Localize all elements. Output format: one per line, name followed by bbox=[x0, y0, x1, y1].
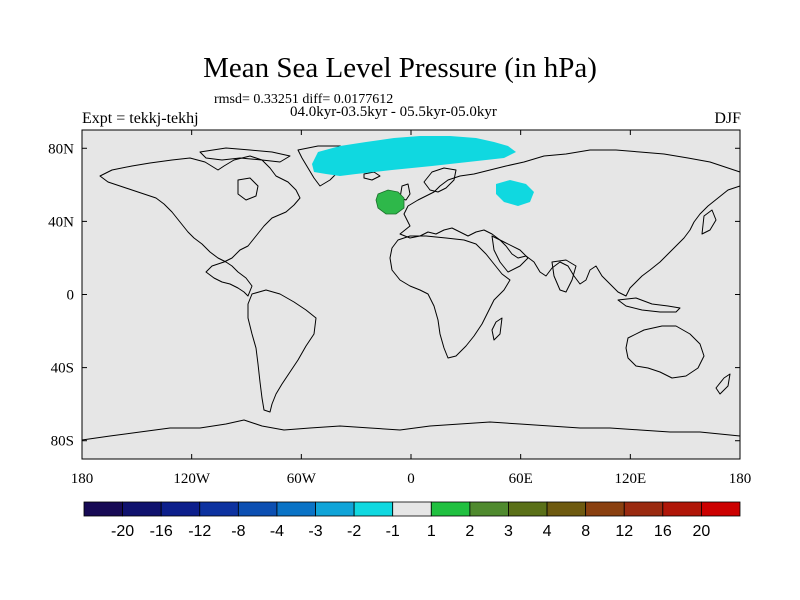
colorbar-box bbox=[83, 501, 123, 517]
lon-tick-label: 0 bbox=[407, 471, 415, 487]
colorbar-label: -12 bbox=[188, 523, 211, 540]
period-line: 04.0kyr-03.5kyr - 05.5kyr-05.0kyr bbox=[290, 104, 497, 120]
coast-australia bbox=[625, 325, 705, 379]
colorbar-box bbox=[508, 501, 548, 517]
lat-tick-label: 40S bbox=[51, 361, 74, 377]
colorbar-box bbox=[662, 501, 702, 517]
lat-tick-label: 40N bbox=[48, 214, 74, 230]
lon-tick-label: 60W bbox=[287, 471, 317, 487]
longitude-ticks: 180 120W 60W 0 60E 120E 180 bbox=[71, 130, 752, 487]
map-title: Mean Sea Level Pressure (in hPa) bbox=[203, 52, 597, 84]
colorbar-box bbox=[237, 501, 278, 517]
colorbar-label: 20 bbox=[693, 523, 711, 540]
colorbar-label: 2 bbox=[465, 523, 474, 540]
colorbar-label: -2 bbox=[347, 523, 361, 540]
colorbar-box bbox=[469, 501, 509, 517]
coast-scandinavia bbox=[423, 167, 457, 193]
colorbar-box bbox=[546, 501, 587, 517]
latitude-ticks: 80N 40N 0 40S 80S bbox=[48, 141, 740, 450]
colorbar-box bbox=[315, 501, 355, 517]
anomaly-shading bbox=[312, 136, 534, 215]
colorbar-box bbox=[276, 501, 316, 517]
lon-tick-label: 180 bbox=[71, 471, 94, 487]
coast-india bbox=[551, 259, 577, 293]
anomaly-region-north-atlantic bbox=[375, 189, 405, 215]
colorbar-label: -3 bbox=[308, 523, 322, 540]
colorbar-box bbox=[392, 501, 432, 517]
coast-indonesia bbox=[617, 297, 681, 313]
colorbar-box bbox=[353, 501, 394, 517]
experiment-label: Expt = tekkj-tekhj bbox=[82, 110, 199, 127]
lon-tick-label: 60E bbox=[509, 471, 533, 487]
coast-madagascar bbox=[491, 317, 503, 341]
coast-north-america bbox=[99, 155, 301, 297]
colorbar-box bbox=[701, 501, 741, 517]
colorbar-label: 4 bbox=[543, 523, 552, 540]
lon-tick-label: 120E bbox=[614, 471, 646, 487]
colorbar: -20 -16 -12 -8 -4 -3 -2 -1 1 2 3 4 8 12 16 20 bbox=[83, 501, 741, 540]
coast-antarctica bbox=[81, 419, 741, 441]
anomaly-region-caspian bbox=[496, 180, 534, 206]
coast-hudson-bay bbox=[237, 177, 259, 201]
coast-arctic-islands bbox=[199, 147, 291, 163]
map-panel bbox=[82, 130, 740, 459]
colorbar-label: 12 bbox=[615, 523, 633, 540]
colorbar-label: -1 bbox=[386, 523, 400, 540]
colorbar-label: 1 bbox=[427, 523, 436, 540]
colorbar-label: 16 bbox=[654, 523, 672, 540]
anomaly-region-arctic bbox=[312, 136, 516, 176]
coast-japan bbox=[701, 209, 717, 235]
lat-tick-label: 80N bbox=[48, 141, 74, 157]
coast-africa bbox=[389, 235, 511, 359]
coast-eurasia bbox=[399, 149, 741, 297]
coast-new-zealand bbox=[715, 373, 731, 395]
colorbar-box bbox=[122, 501, 162, 517]
colorbar-box bbox=[160, 501, 201, 517]
colorbar-label: 3 bbox=[504, 523, 513, 540]
coast-south-america bbox=[247, 289, 317, 413]
colorbar-label: 8 bbox=[581, 523, 590, 540]
stats-line: rmsd= 0.33251 diff= 0.0177612 bbox=[214, 92, 394, 107]
colorbar-label: -8 bbox=[231, 523, 245, 540]
season-label: DJF bbox=[714, 110, 741, 127]
coastlines bbox=[81, 145, 741, 441]
lon-tick-label: 180 bbox=[729, 471, 752, 487]
lat-tick-label: 80S bbox=[51, 434, 74, 450]
colorbar-box bbox=[585, 501, 625, 517]
colorbar-label: -4 bbox=[270, 523, 284, 540]
lon-tick-label: 120W bbox=[173, 471, 211, 487]
colorbar-box bbox=[199, 501, 239, 517]
coast-arabia bbox=[491, 235, 529, 273]
colorbar-label: -20 bbox=[111, 523, 134, 540]
lat-tick-label: 0 bbox=[67, 288, 75, 304]
colorbar-label: -16 bbox=[150, 523, 173, 540]
colorbar-box bbox=[623, 501, 664, 517]
coast-iceland bbox=[363, 171, 381, 181]
colorbar-box bbox=[430, 501, 471, 517]
